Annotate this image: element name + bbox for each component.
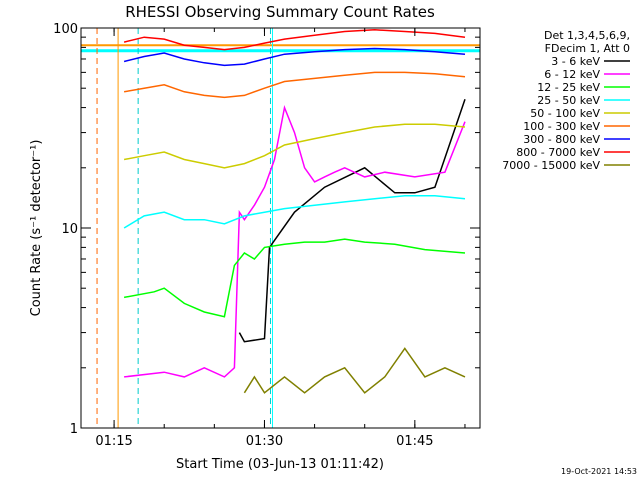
plot-frame xyxy=(80,27,481,429)
series-line-0 xyxy=(238,99,466,343)
x-tick-label-1: 01:30 xyxy=(246,434,283,449)
series-line-1 xyxy=(124,104,466,378)
x-axis-label: Start Time (03-Jun-13 01:11:42) xyxy=(176,457,384,472)
legend-label-5: 100 - 300 keV xyxy=(523,120,600,133)
legend-label-8: 7000 - 15000 keV xyxy=(502,159,600,172)
legend-label-0: 3 - 6 keV xyxy=(551,55,600,68)
series-line-2 xyxy=(123,238,466,318)
y-axis-label: Count Rate (s⁻¹ detector⁻¹) xyxy=(29,140,44,317)
x-tick-label-2: 01:45 xyxy=(396,434,433,449)
legend-label-2: 12 - 25 keV xyxy=(537,81,600,94)
legend-label-1: 6 - 12 keV xyxy=(544,68,600,81)
x-tick-label-0: 01:15 xyxy=(95,434,132,449)
legend: Det 1,3,4,5,6,9, FDecim 1, Att 0 3 - 6 k… xyxy=(502,29,630,172)
legend-header-2: FDecim 1, Att 0 xyxy=(545,42,630,55)
axis-ticks: 01:15 01:30 01:45 1 10 100 xyxy=(53,22,480,449)
series-line-5 xyxy=(123,71,466,99)
y-tick-label-2: 100 xyxy=(53,22,78,37)
legend-header-1: Det 1,3,4,5,6,9, xyxy=(544,29,630,42)
legend-label-4: 50 - 100 keV xyxy=(530,107,600,120)
series-line-7 xyxy=(123,29,466,51)
y-tick-label-0: 1 xyxy=(70,422,78,437)
legend-label-3: 25 - 50 keV xyxy=(537,94,600,107)
reference-lines xyxy=(81,28,481,428)
footer-timestamp: 19-Oct-2021 14:53 xyxy=(561,467,637,476)
series-lines xyxy=(123,29,466,394)
legend-label-7: 800 - 7000 keV xyxy=(516,146,600,159)
series-line-6 xyxy=(123,47,466,67)
legend-label-6: 300 - 800 keV xyxy=(523,133,600,146)
chart-title: RHESSI Observing Summary Count Rates xyxy=(125,3,435,21)
series-line-8 xyxy=(243,347,466,394)
y-tick-label-1: 10 xyxy=(61,222,78,237)
series-line-4 xyxy=(123,123,466,169)
series-line-3 xyxy=(123,194,466,229)
